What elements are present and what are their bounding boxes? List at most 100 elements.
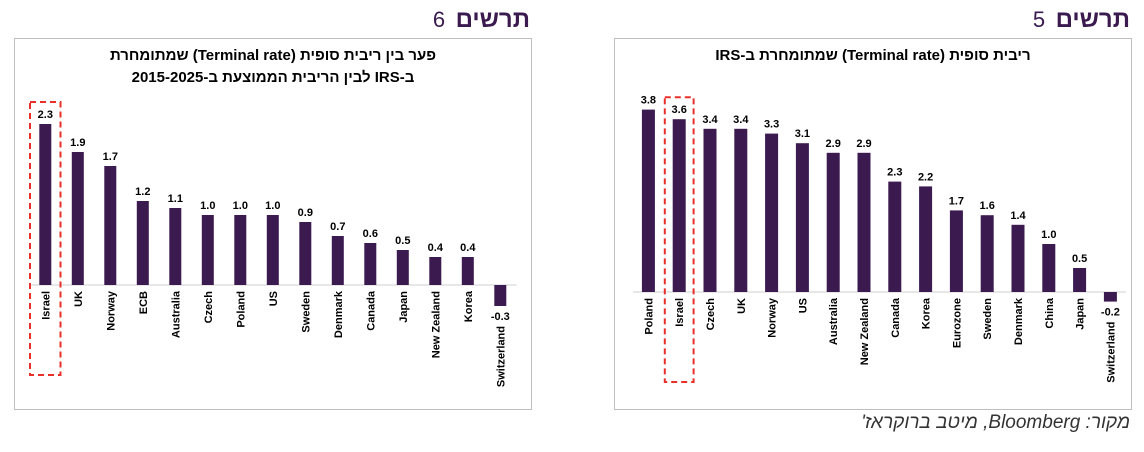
category-label: Czech [705, 298, 717, 331]
category-label: Denmark [1013, 297, 1025, 345]
category-label: Norway [767, 297, 779, 338]
data-label: 3.1 [795, 128, 810, 140]
bar [703, 128, 717, 292]
data-label: 0.4 [428, 242, 444, 254]
bar-chart-figure-5: 3.8 Poland 3.6 Israel 3.4 Czech 3.4 UK 3.3 Norway… [633, 95, 1126, 383]
bar [734, 128, 748, 292]
data-label: 1.1 [168, 193, 183, 205]
category-label: UK [736, 298, 748, 314]
chart-title-figure-6: פער בין ריבית סופית (Terminal rate) שמתו… [15, 45, 531, 89]
bar [234, 215, 247, 285]
bar [795, 143, 809, 292]
bar [888, 181, 902, 292]
category-label: New Zealand [430, 291, 442, 358]
bar [461, 257, 474, 285]
category-label: Australia [170, 290, 182, 338]
data-label: 1.7 [103, 151, 118, 163]
data-label: 0.7 [330, 221, 345, 233]
category-label: Israel [40, 291, 52, 320]
data-label: 2.2 [918, 171, 933, 183]
category-label: Sweden [300, 291, 312, 333]
highlight-box [663, 96, 695, 383]
data-label: 0.5 [1072, 253, 1087, 265]
bar [1042, 244, 1056, 292]
category-label: Switzerland [1105, 322, 1117, 383]
data-label: 1.0 [233, 200, 248, 212]
figure-6-number: 6 [432, 7, 446, 32]
category-label: Eurozone [951, 298, 963, 348]
bar [429, 257, 442, 285]
chart-title-line: פער בין ריבית סופית (Terminal rate) שמתו… [109, 47, 437, 64]
bar [71, 152, 84, 285]
bar [299, 222, 312, 285]
bar [169, 208, 182, 285]
data-label: 1.4 [1010, 210, 1026, 222]
bar [919, 186, 933, 292]
figure-6-word: תרשים [455, 6, 530, 33]
chart-title-figure-5: ריבית סופית (Terminal rate) שמתומחרת ב-I… [615, 45, 1131, 67]
bar [396, 250, 409, 285]
data-label: 3.3 [764, 119, 779, 131]
category-label: Poland [235, 291, 247, 328]
bar [826, 152, 840, 292]
category-label: UK [73, 291, 85, 307]
category-label: Poland [643, 298, 655, 335]
category-label: Norway [105, 290, 117, 331]
data-label: 0.5 [395, 235, 410, 247]
data-label: 0.6 [363, 228, 378, 240]
data-label: 2.3 [887, 167, 902, 179]
bar [857, 152, 871, 292]
data-label: 3.8 [641, 95, 656, 107]
bar [201, 215, 214, 285]
bar [1103, 292, 1117, 302]
data-label: -0.3 [491, 311, 510, 323]
data-label: 0.9 [298, 207, 313, 219]
category-label: Japan [1075, 298, 1087, 330]
figure-5-label: תרשים 5 [1033, 6, 1130, 36]
bar [331, 236, 344, 285]
data-label: 1.0 [200, 200, 215, 212]
bar [641, 109, 655, 292]
data-label: 1.6 [980, 200, 995, 212]
data-label: 2.3 [38, 109, 53, 121]
category-label: Australia [828, 297, 840, 345]
bar [104, 166, 117, 285]
figure-6-label: תרשים 6 [433, 6, 530, 36]
category-label: China [1044, 297, 1056, 328]
bar [949, 210, 963, 292]
chart-panel-figure-6: פער בין ריבית סופית (Terminal rate) שמתו… [14, 38, 532, 410]
category-label: Switzerland [495, 326, 507, 387]
bar [266, 215, 279, 285]
data-label: 3.6 [672, 104, 687, 116]
chart-title-line: ריבית סופית (Terminal rate) שמתומחרת ב-I… [715, 47, 1031, 64]
category-label: Canada [365, 290, 377, 331]
bar [672, 119, 686, 292]
data-label: 1.0 [265, 200, 280, 212]
data-label: 0.4 [460, 242, 476, 254]
data-label: 2.9 [826, 138, 841, 150]
figure-5-word: תרשים [1055, 6, 1130, 33]
category-label: New Zealand [859, 298, 871, 365]
category-label: Korea [463, 290, 475, 322]
bar [136, 201, 149, 285]
bar [1073, 268, 1087, 292]
bar [494, 285, 507, 306]
data-label: 1.7 [949, 195, 964, 207]
bar [364, 243, 377, 285]
category-label: Sweden [982, 298, 994, 340]
data-label: 3.4 [733, 114, 749, 126]
category-label: Canada [890, 297, 902, 338]
figure-5-number: 5 [1032, 7, 1046, 32]
data-label: -0.2 [1101, 307, 1120, 319]
bar-chart-figure-6: 2.3 Israel 1.9 UK 1.7 Norway 1.2 ECB 1.1 Australi… [29, 101, 517, 387]
data-label: 1.2 [135, 186, 150, 198]
category-label: US [797, 298, 809, 313]
bar [39, 124, 52, 285]
bar [1011, 224, 1025, 292]
bar [980, 215, 994, 292]
chart-title-line: ב-IRS לבין הריבית הממוצעת ב-2015-2025 [131, 69, 415, 86]
data-label: 1.9 [70, 137, 85, 149]
data-label: 2.9 [856, 138, 871, 150]
data-label: 3.4 [702, 114, 718, 126]
category-label: Israel [674, 298, 686, 327]
